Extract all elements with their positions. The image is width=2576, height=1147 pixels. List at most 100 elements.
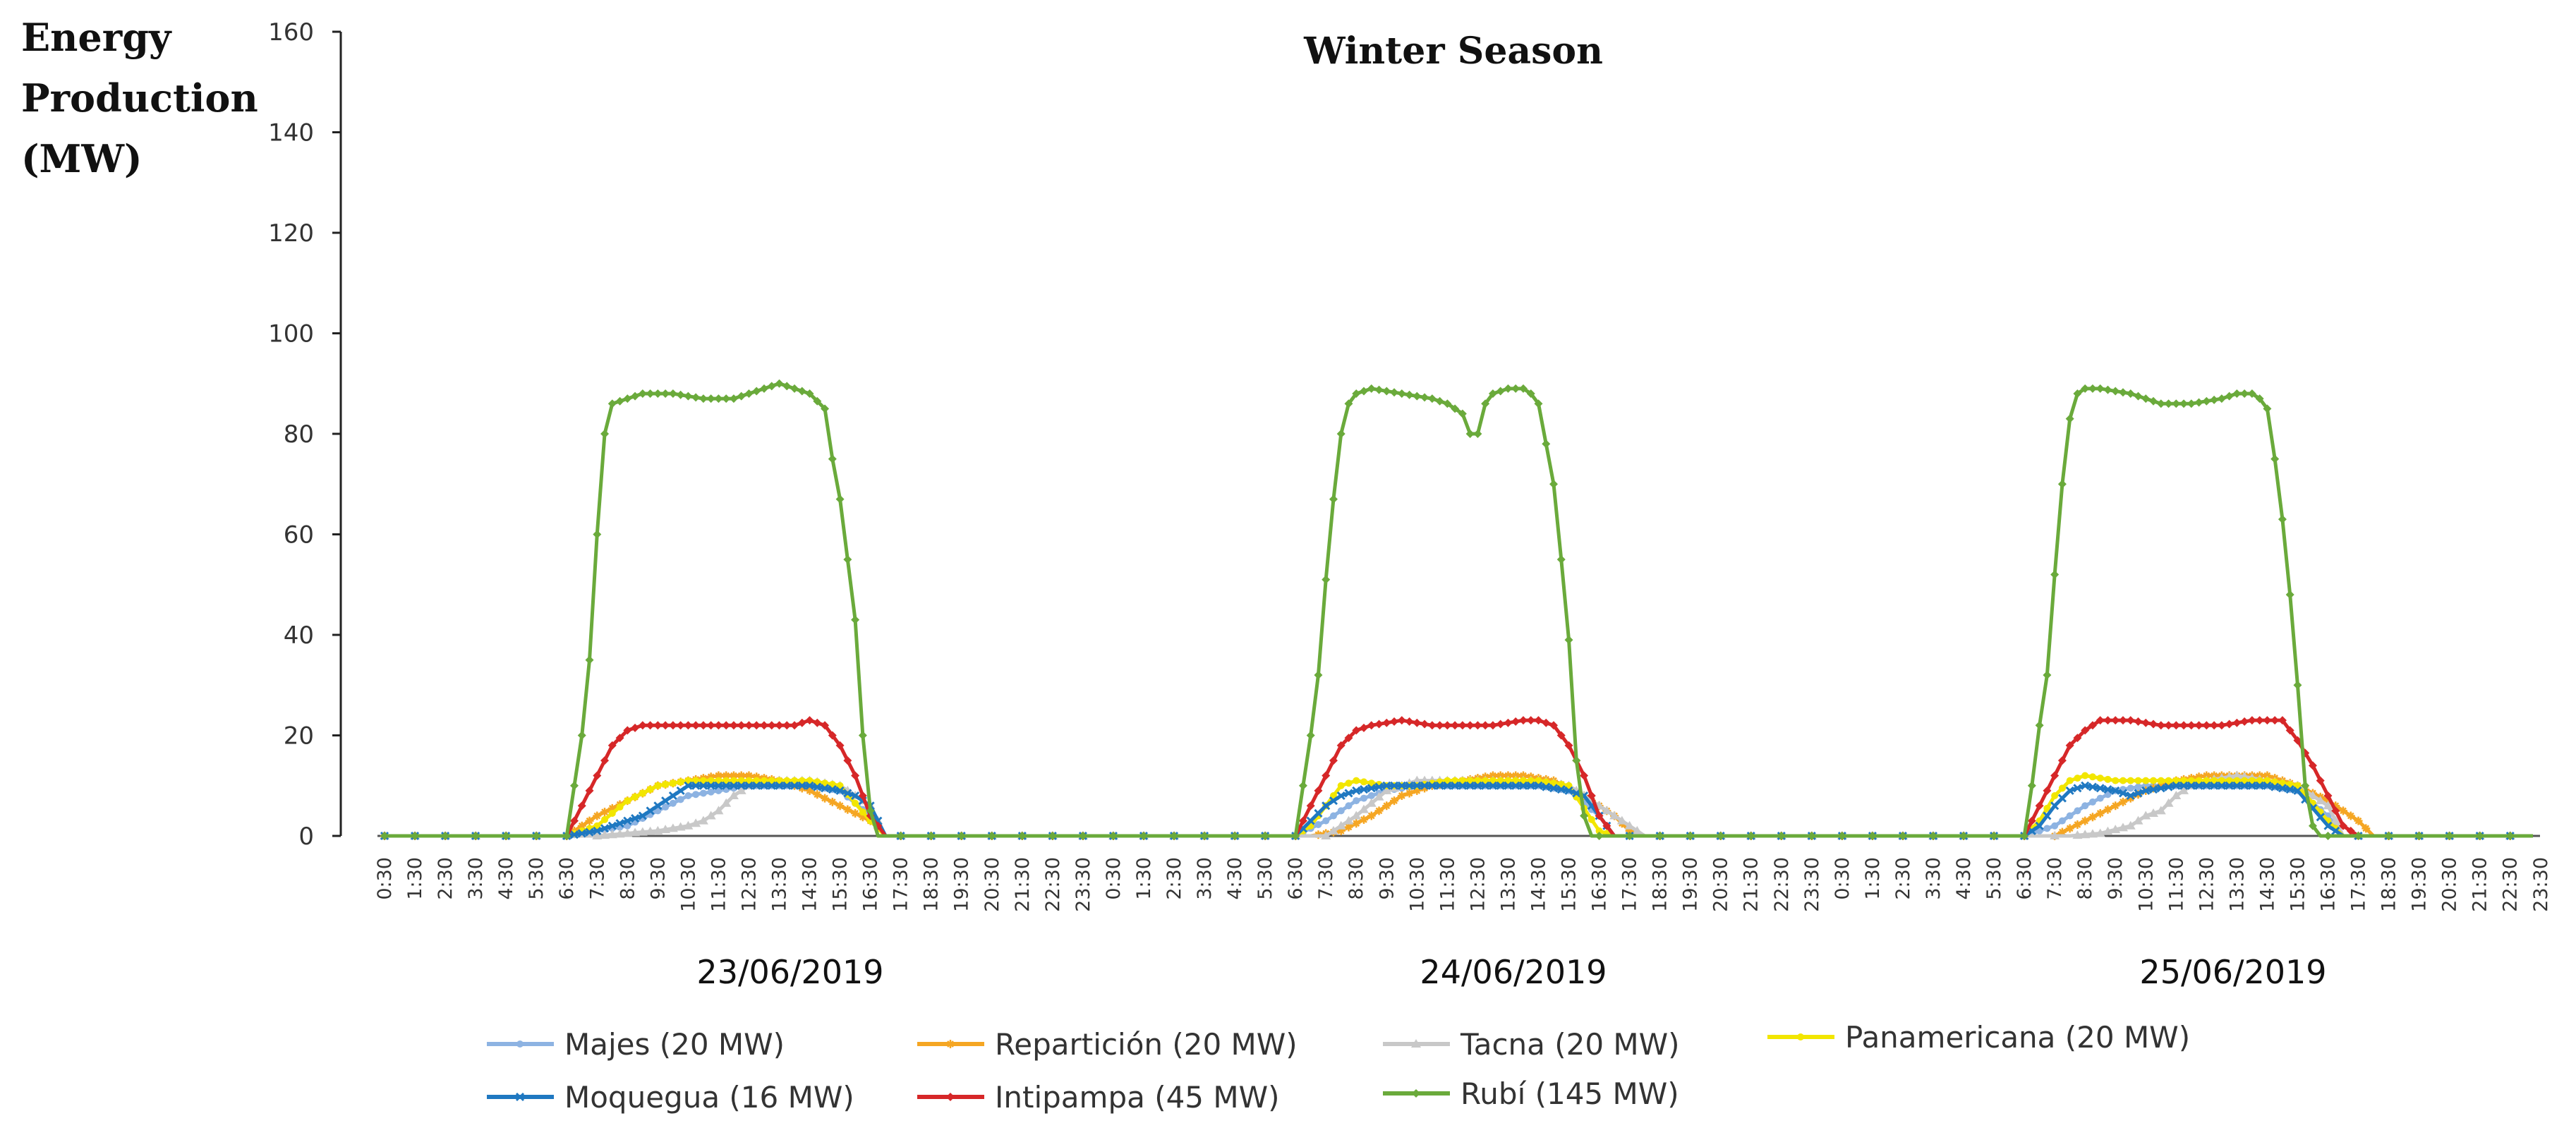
- repartici-n-20-mw-point: [737, 771, 746, 780]
- rub-145-mw-point: [1518, 384, 1528, 393]
- intipampa-45-mw-point: [1534, 716, 1543, 725]
- rub-145-mw-point: [2225, 392, 2234, 401]
- panamericana-20-mw-point: [1504, 777, 1512, 784]
- rub-145-mw-point: [593, 530, 602, 539]
- moquegua-16-mw-point: [714, 781, 723, 790]
- intipampa-45-mw-point: [1564, 741, 1573, 750]
- rub-145-mw-point: [957, 832, 966, 840]
- panamericana-20-mw-point: [1360, 778, 1368, 786]
- panamericana-20-mw-point: [753, 777, 761, 784]
- panamericana-20-mw-point: [2051, 792, 2059, 799]
- legend-item-moquegua-16-mw: Moquegua (16 MW): [487, 1080, 854, 1115]
- x-tick-label: 3:30: [465, 857, 487, 900]
- x-tick-label: 1:30: [404, 857, 426, 900]
- intipampa-45-mw-point: [577, 801, 586, 811]
- moquegua-16-mw-point: [691, 781, 701, 790]
- rub-145-mw-point: [2308, 821, 2317, 830]
- rub-145-mw-point: [502, 832, 511, 840]
- moquegua-16-mw-point: [2210, 781, 2219, 790]
- moquegua-16-mw-point: [2148, 785, 2158, 794]
- intipampa-45-mw-point: [2240, 717, 2249, 726]
- repartici-n-20-mw-point: [2354, 816, 2363, 825]
- legend-panamericana-20-mw-point: [1797, 1033, 1804, 1040]
- intipampa-45-mw-point: [1518, 716, 1528, 725]
- tacna-20-mw-point: [622, 828, 633, 837]
- x-tick-label: 16:30: [2317, 857, 2339, 912]
- intipampa-45-mw-point: [2035, 801, 2044, 811]
- rub-145-mw-point: [1336, 430, 1346, 438]
- panamericana-20-mw-point: [2157, 777, 2165, 784]
- rub-145-mw-point: [1291, 832, 1300, 840]
- tacna-20-mw-point: [2080, 830, 2091, 839]
- panamericana-20-mw-point: [859, 808, 866, 816]
- repartici-n-20-mw-point: [2126, 794, 2135, 803]
- rub-145-mw-point: [706, 394, 715, 403]
- panamericana-20-mw-point: [1337, 782, 1345, 789]
- tacna-20-mw-point: [2330, 815, 2341, 825]
- repartici-n-20-mw-point: [607, 803, 617, 813]
- tacna-20-mw-point: [721, 798, 732, 807]
- rub-145-mw-point: [562, 832, 572, 840]
- rub-145-mw-point: [2247, 389, 2256, 398]
- panamericana-20-mw-point: [2043, 804, 2051, 812]
- panamericana-20-mw-point: [1451, 777, 1459, 784]
- moquegua-16-mw-point: [1405, 781, 1414, 790]
- rub-145-mw-point: [2270, 454, 2280, 463]
- tacna-20-mw-point: [600, 830, 610, 839]
- rub-145-mw-point: [1390, 388, 1399, 397]
- majes-20-mw-point: [2134, 783, 2142, 791]
- repartici-n-20-mw-point: [729, 771, 738, 780]
- intipampa-45-mw-point: [2073, 734, 2082, 743]
- repartici-n-20-mw-point: [714, 771, 723, 780]
- intipampa-45-mw-point: [843, 756, 852, 765]
- moquegua-16-mw-point: [646, 806, 655, 815]
- panamericana-20-mw-point: [2256, 777, 2263, 784]
- tacna-20-mw-point: [2141, 811, 2151, 820]
- intipampa-45-mw-point: [2088, 721, 2097, 730]
- moquegua-16-mw-point: [1481, 781, 1490, 790]
- repartici-n-20-mw-point: [744, 771, 754, 780]
- tacna-20-mw-point: [2087, 829, 2098, 838]
- tacna-20-mw-point: [1602, 806, 1612, 815]
- intipampa-45-mw-point: [2141, 718, 2151, 727]
- intipampa-45-mw-point: [1329, 756, 1338, 765]
- panamericana-20-mw-point: [715, 777, 722, 784]
- panamericana-20-mw-point: [2187, 777, 2195, 784]
- x-tick-label: 23:30: [1072, 857, 1094, 912]
- legend: Majes (20 MW) Repartición (20 MW) Tacna (2…: [487, 1020, 2190, 1115]
- y-tick-label: 60: [284, 521, 314, 550]
- tacna-20-mw-point: [1366, 798, 1377, 807]
- repartici-n-20-mw-point: [2065, 824, 2074, 833]
- majes-20-mw-point: [2081, 802, 2089, 810]
- moquegua-16-mw-point: [623, 816, 632, 825]
- x-tick-label: 5:30: [1983, 857, 2005, 900]
- repartici-n-20-mw-point: [1496, 771, 1505, 780]
- panamericana-20-mw-point: [1588, 815, 1595, 823]
- intipampa-45-mw-point: [2270, 716, 2280, 725]
- rub-145-mw-point: [1078, 832, 1087, 840]
- panamericana-20-mw-point: [2248, 777, 2256, 784]
- intipampa-45-mw-point: [1314, 786, 1323, 795]
- rub-145-mw-point: [2505, 832, 2515, 840]
- panamericana-20-mw-point: [806, 777, 814, 784]
- moquegua-16-mw-point: [631, 813, 640, 823]
- rub-145-mw-point: [2156, 399, 2165, 408]
- rub-145-mw-point: [2035, 721, 2044, 730]
- panamericana-20-mw-point: [593, 822, 601, 830]
- rub-145-mw-point: [1322, 575, 1331, 584]
- rub-145-mw-point: [2065, 414, 2074, 423]
- moquegua-16-mw-point: [699, 781, 708, 790]
- moquegua-16-mw-point: [1397, 781, 1406, 790]
- panamericana-20-mw-point: [730, 777, 737, 784]
- rub-145-mw-point: [1868, 832, 1877, 840]
- legend-item-tacna-20-mw: Tacna (20 MW): [1383, 1027, 1680, 1062]
- rub-145-mw-point: [1625, 832, 1634, 840]
- panamericana-20-mw-point: [1595, 827, 1603, 835]
- y-axis-title-line-1: Energy: [21, 15, 172, 60]
- rub-145-mw-point: [1534, 399, 1543, 408]
- panamericana-20-mw-point: [1549, 779, 1557, 787]
- moquegua-16-mw-point: [767, 781, 776, 790]
- moquegua-16-mw-point: [2263, 781, 2272, 790]
- majes-20-mw-point: [1353, 797, 1360, 805]
- moquegua-16-mw-point: [1435, 781, 1444, 790]
